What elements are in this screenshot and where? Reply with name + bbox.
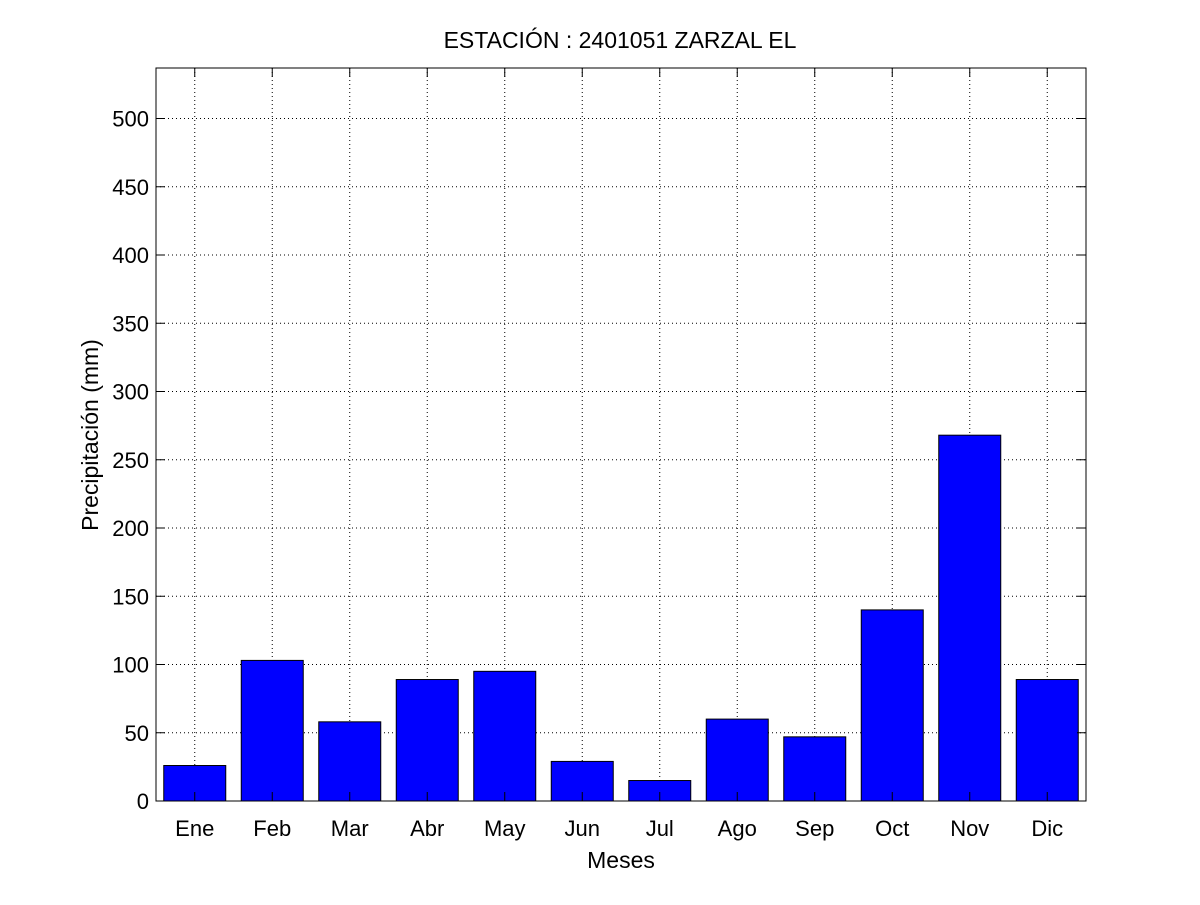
x-tick-label: Jun <box>565 816 600 841</box>
x-axis-label: Meses <box>587 847 655 873</box>
x-tick-label: May <box>484 816 526 841</box>
bar-oct <box>860 609 924 802</box>
bar-abr <box>395 679 459 802</box>
x-tick-label: Dic <box>1031 816 1063 841</box>
plot-area <box>156 68 1086 801</box>
x-tick-labels: Ene Feb Mar Abr May Jun Jul Ago Sep Oct Nov Dic <box>175 816 1063 841</box>
x-tick-label: Ago <box>718 816 757 841</box>
bar-nov <box>938 434 1002 802</box>
bar-feb <box>240 659 304 802</box>
y-tick-label: 500 <box>112 107 149 132</box>
y-tick-label: 200 <box>112 516 149 541</box>
y-tick-label: 150 <box>112 584 149 609</box>
y-tick-label: 0 <box>137 789 149 814</box>
axis-ticks <box>156 68 1086 802</box>
x-tick-label: Abr <box>410 816 444 841</box>
x-tick-label: Nov <box>950 816 989 841</box>
bar-dic <box>1015 679 1079 802</box>
x-tick-label: Mar <box>331 816 369 841</box>
y-tick-label: 350 <box>112 311 149 336</box>
bar-sep <box>783 736 847 802</box>
x-tick-label: Sep <box>795 816 834 841</box>
y-tick-label: 100 <box>112 653 149 678</box>
bar-mar <box>318 721 382 802</box>
y-tick-label: 400 <box>112 243 149 268</box>
bar-may <box>473 670 537 802</box>
grid-lines <box>156 68 1086 801</box>
x-tick-label: Ene <box>175 816 214 841</box>
bars <box>163 434 1079 802</box>
x-tick-label: Jul <box>646 816 674 841</box>
y-tick-label: 250 <box>112 448 149 473</box>
plot-frame <box>155 67 1087 802</box>
y-tick-label: 50 <box>125 721 149 746</box>
bar-ago <box>705 718 769 802</box>
y-tick-label: 300 <box>112 380 149 405</box>
y-axis-label: Precipitación (mm) <box>77 339 103 531</box>
chart-title: ESTACIÓN : 2401051 ZARZAL EL <box>444 27 797 53</box>
y-tick-labels: 0 50 100 150 200 250 300 350 400 450 500 <box>112 107 149 814</box>
x-tick-label: Oct <box>875 816 909 841</box>
x-tick-label: Feb <box>253 816 291 841</box>
y-tick-label: 450 <box>112 175 149 200</box>
